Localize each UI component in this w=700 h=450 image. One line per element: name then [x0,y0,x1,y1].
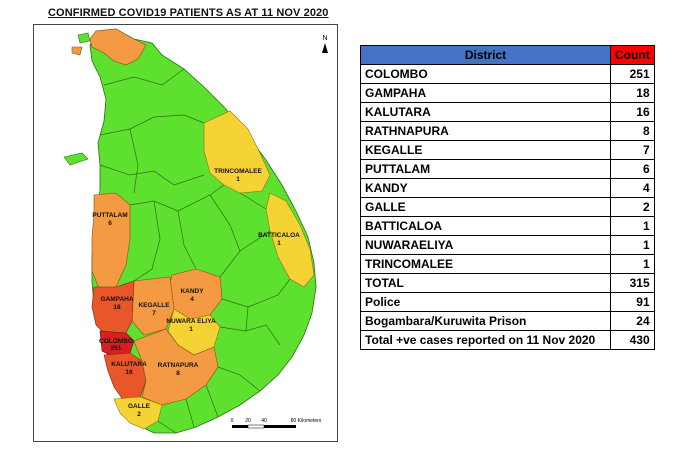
table-row: TOTAL 315 [360,273,655,293]
north-arrow-label: N [322,35,327,42]
table-row: Bogambara/Kuruwita Prison 24 [360,311,655,331]
label-trincomalee-name: TRINCOMALEE [214,168,262,175]
row-count: 1 [610,254,655,274]
header-district: District [360,45,611,65]
table-row: BATTICALOA 1 [360,216,655,236]
scale-tick-40: 40 [261,418,267,424]
label-ratnapura-count: 8 [176,370,180,377]
row-name: TOTAL [360,273,611,293]
table-row: TRINCOMALEE 1 [360,254,655,274]
region-galle [113,396,163,430]
district-borders [99,68,291,434]
scale-bar: 0 20 40 80 Kilometers [231,418,322,429]
row-count: 315 [610,273,655,293]
label-trincomalee-count: 1 [236,176,240,183]
label-galle-name: GALLE [128,403,151,410]
label-gampaha-name: GAMPAHA [100,296,133,303]
table-row: KANDY 4 [360,178,655,198]
table-row: GALLE 2 [360,197,655,217]
label-kandy-name: KANDY [180,288,204,295]
row-name: KEGALLE [360,140,611,160]
row-name: RATHNAPURA [360,121,611,141]
label-kalutara-count: 16 [125,369,133,376]
row-name: TRINCOMALEE [360,254,611,274]
row-name: KANDY [360,178,611,198]
table-row: PUTTALAM 6 [360,159,655,179]
label-kegalle-count: 7 [152,310,156,317]
scale-tick-0: 0 [231,418,234,424]
label-batticaloa-name: BATTICALOA [258,232,300,239]
table-row: KEGALLE 7 [360,140,655,160]
label-galle-count: 2 [137,411,141,418]
row-count: 8 [610,121,655,141]
mannar-island [63,152,89,166]
row-count: 18 [610,83,655,103]
label-nuwara-eliya-count: 1 [189,326,193,333]
row-count: 1 [610,216,655,236]
district-table: District Count COLOMBO 251 GAMPAHA 18 KALU… [360,45,655,350]
row-name: COLOMBO [360,64,611,84]
label-kandy-count: 4 [190,296,194,303]
sri-lanka-map: N TRINCOMALEE 1 PUTTALAM 6 BATTICALOA 1 … [63,28,328,434]
table-row: KALUTARA 16 [360,102,655,122]
label-kegalle-name: KEGALLE [138,302,170,309]
table-row: Police 91 [360,292,655,312]
row-count: 91 [610,292,655,312]
label-colombo-name: COLOMBO [99,338,133,345]
label-puttalam-count: 6 [108,220,112,227]
table-row: NUWARAELIYA 1 [360,235,655,255]
row-count: 16 [610,102,655,122]
row-name: GALLE [360,197,611,217]
row-name: NUWARAELIYA [360,235,611,255]
table-row: RATHNAPURA 8 [360,121,655,141]
region-north-orange [89,28,147,66]
label-kalutara-name: KALUTARA [111,361,147,368]
label-puttalam-name: PUTTALAM [92,212,127,219]
map-panel: N TRINCOMALEE 1 PUTTALAM 6 BATTICALOA 1 … [33,24,338,442]
island-small-2 [71,46,83,56]
region-batticaloa [265,192,315,288]
row-count: 24 [610,311,655,331]
scale-tick-20: 20 [245,418,251,424]
table-header-row: District Count [360,45,655,65]
row-count: 6 [610,159,655,179]
row-name: KALUTARA [360,102,611,122]
row-count: 1 [610,235,655,255]
header-count: Count [610,45,655,65]
label-nuwara-eliya-name: NUWARA ELIYA [166,318,216,325]
row-count: 430 [610,330,655,350]
row-name: GAMPAHA [360,83,611,103]
scale-tick-80: 80 Kilometers [291,418,322,424]
region-trincomalee [203,110,271,194]
table-row: COLOMBO 251 [360,64,655,84]
row-name: PUTTALAM [360,159,611,179]
row-name: Bogambara/Kuruwita Prison [360,311,611,331]
row-count: 4 [610,178,655,198]
row-count: 7 [610,140,655,160]
table-row: GAMPAHA 18 [360,83,655,103]
table-row: Total +ve cases reported on 11 Nov 2020 4… [360,330,655,350]
label-ratnapura-name: RATNAPURA [158,362,199,369]
row-name: Total +ve cases reported on 11 Nov 2020 [360,330,611,350]
row-name: BATTICALOA [360,216,611,236]
label-batticaloa-count: 1 [277,240,281,247]
label-colombo-count: 251 [111,345,122,352]
island-small-1 [77,32,91,44]
map-title: CONFIRMED COVID19 PATIENTS AS AT 11 NOV … [48,7,329,19]
row-count: 2 [610,197,655,217]
label-gampaha-count: 18 [113,304,121,311]
row-name: Police [360,292,611,312]
north-arrow: N [322,35,328,53]
row-count: 251 [610,64,655,84]
